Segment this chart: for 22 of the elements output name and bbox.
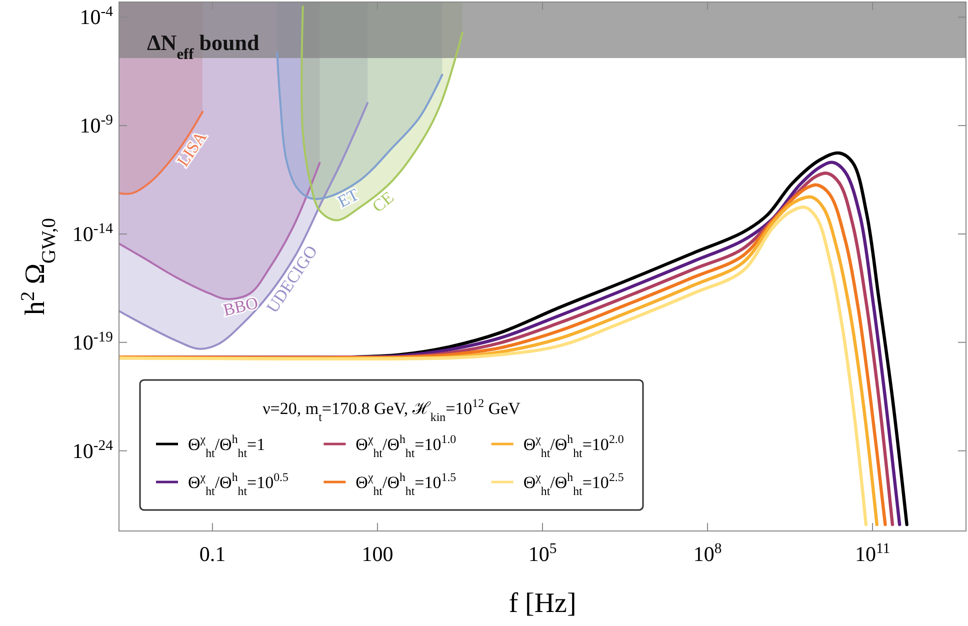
legend-label: Θ$^{χ}$$_{ht}$/Θ$^{h}$$_{ht}$=10$^{1.5}$ <box>356 470 456 498</box>
legend-label: Θ$^{χ}$$_{ht}$/Θ$^{h}$$_{ht}$=10$^{1.0}$ <box>356 432 456 460</box>
y-tick-label: 10$^{-14}$ <box>72 220 114 246</box>
x-tick-label: 10$^{11}$ <box>854 541 890 566</box>
legend-label: Θ$^{χ}$$_{ht}$/Θ$^{h}$$_{ht}$=10$^{2.0}$ <box>523 432 624 460</box>
x-tick-label: 0.1 <box>199 542 226 566</box>
y-tick-label: 10$^{-4}$ <box>80 4 114 30</box>
text: CE <box>368 188 398 216</box>
x-axis-title: f [Hz] <box>508 588 576 619</box>
y-tick-label: 10$^{-24}$ <box>72 438 114 463</box>
x-tick-label: 10$^{8}$ <box>693 541 722 566</box>
text: ET <box>334 184 362 212</box>
legend-label: Θ$^{χ}$$_{ht}$/Θ$^{h}$$_{ht}$=10$^{0.5}$ <box>188 470 289 498</box>
y-tick-label: 10$^{-19}$ <box>72 329 113 354</box>
legend-title: ν=20, m$_{t}$=170.8 GeV, ℋ$_{kin}$=10$^{12}$ GeV <box>262 396 522 424</box>
x-tick-label: 100 <box>362 542 394 566</box>
text: BBO <box>221 293 260 320</box>
y-tick-label: 10$^{-9}$ <box>80 112 113 138</box>
legend-label: Θ$^{χ}$$_{ht}$/Θ$^{h}$$_{ht}$=10$^{2.5}$ <box>523 470 624 498</box>
legend-label: Θ$^{χ}$$_{ht}$/Θ$^{h}$$_{ht}$=1 <box>188 432 266 460</box>
x-tick-label: 10$^{5}$ <box>528 541 557 566</box>
band-label: ΔN$_{eff}$ bound <box>147 30 260 63</box>
